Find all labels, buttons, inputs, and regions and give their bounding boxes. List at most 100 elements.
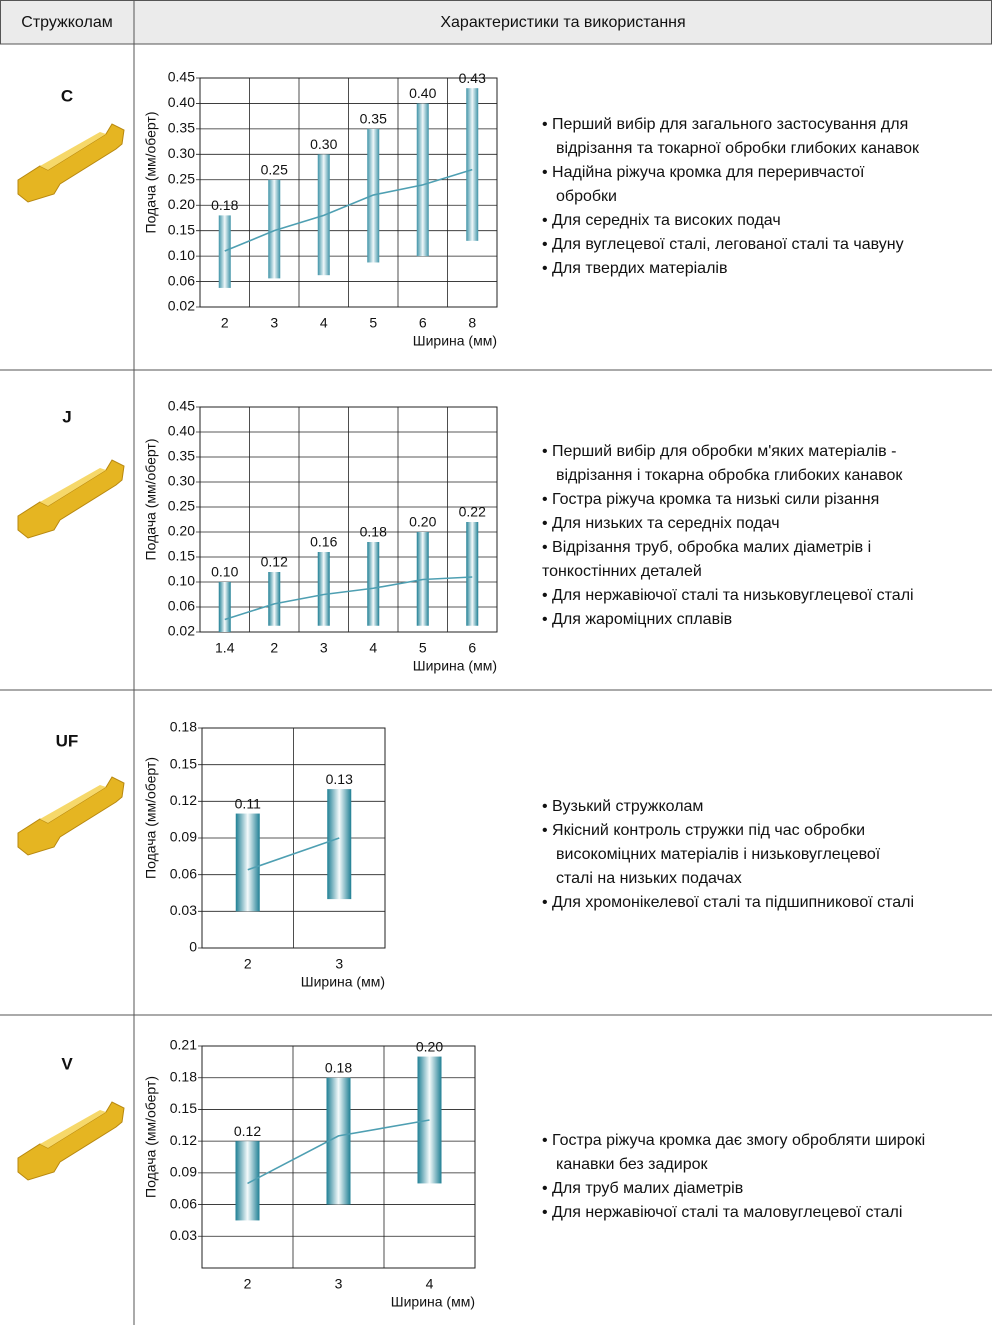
bullet-line: • Надійна ріжуча кромка для переривчасто… bbox=[542, 164, 865, 181]
value-label: 0.35 bbox=[360, 111, 387, 127]
range-bar bbox=[235, 813, 260, 912]
y-tick-label: 0.15 bbox=[170, 1100, 197, 1116]
insert-image bbox=[17, 776, 125, 856]
value-label: 0.43 bbox=[459, 70, 486, 86]
x-tick-label: 5 bbox=[369, 315, 377, 331]
bullet-line: • Якісний контроль стружки під час оброб… bbox=[542, 822, 865, 839]
y-tick-label: 0.06 bbox=[170, 1195, 197, 1211]
header-cell: Стружколам bbox=[21, 14, 112, 31]
y-tick-label: 0.12 bbox=[170, 792, 197, 808]
y-tick-label: 0.40 bbox=[168, 94, 195, 110]
x-tick-label: 3 bbox=[270, 315, 278, 331]
y-tick-label: 0.15 bbox=[168, 221, 195, 237]
header-bg bbox=[0, 0, 992, 45]
value-label: 0.30 bbox=[310, 136, 337, 152]
y-tick-label: 0.06 bbox=[168, 272, 195, 288]
bullet-line: відрізання та токарної обробки глибоких … bbox=[556, 140, 920, 157]
x-tick-label: 3 bbox=[320, 640, 328, 656]
y-tick-label: 0.20 bbox=[168, 523, 195, 539]
value-label: 0.18 bbox=[325, 1059, 352, 1075]
bullet-line: • Перший вибір для обробки м'яких матері… bbox=[542, 443, 896, 460]
range-bar bbox=[326, 1077, 351, 1205]
value-label: 0.20 bbox=[416, 1038, 443, 1054]
bullet-line: • Вузький стружколам bbox=[542, 798, 703, 815]
y-axis-label: Подача (мм/оберт) bbox=[143, 757, 159, 879]
x-tick-label: 6 bbox=[468, 640, 476, 656]
y-tick-label: 0.15 bbox=[168, 548, 195, 564]
insert-image bbox=[17, 123, 125, 203]
value-label: 0.13 bbox=[326, 771, 353, 787]
y-tick-label: 0.03 bbox=[170, 1227, 197, 1243]
trend-line bbox=[247, 1119, 430, 1185]
bullet-line: • Перший вибір для загального застосуван… bbox=[542, 116, 908, 133]
y-tick-label: 0 bbox=[189, 939, 197, 955]
y-axis-label: Подача (мм/оберт) bbox=[143, 1076, 159, 1198]
y-tick-label: 0.18 bbox=[170, 719, 197, 735]
insert-face bbox=[40, 785, 106, 823]
range-bar bbox=[218, 215, 231, 288]
bullet-line: • Для жароміцних сплавів bbox=[542, 611, 732, 628]
x-tick-label: 2 bbox=[244, 1276, 252, 1292]
y-tick-label: 0.09 bbox=[170, 829, 197, 845]
insert-body bbox=[17, 776, 125, 856]
value-label: 0.10 bbox=[211, 564, 238, 580]
y-tick-label: 0.06 bbox=[168, 598, 195, 614]
y-tick-label: 0.25 bbox=[168, 170, 195, 186]
bullet-line: тонкостінних деталей bbox=[542, 563, 702, 580]
bullet-line: • Для нержавіючої сталі та маловуглецево… bbox=[542, 1204, 902, 1221]
x-tick-label: 4 bbox=[369, 640, 377, 656]
bullet-line: • Для твердих матеріалів bbox=[542, 260, 727, 277]
x-tick-label: 3 bbox=[335, 1276, 343, 1292]
x-tick-label: 5 bbox=[419, 640, 427, 656]
bullet-line: відрізання і токарна обробка глибоких ка… bbox=[556, 467, 903, 484]
insert-face bbox=[40, 132, 106, 170]
x-tick-label: 4 bbox=[426, 1276, 434, 1292]
value-label: 0.25 bbox=[261, 161, 288, 177]
bullet-line: сталі на низьких подачах bbox=[556, 870, 742, 887]
bullet-line: • Для низьких та середніх подач bbox=[542, 515, 780, 532]
bullet-line: • Для хромонікелевої сталі та підшипнико… bbox=[542, 894, 914, 911]
bullet-line: • Гостра ріжуча кромка та низькі сили рі… bbox=[542, 491, 879, 508]
range-bar bbox=[268, 572, 281, 626]
x-tick-label: 2 bbox=[270, 640, 278, 656]
bullet-line: • Для нержавіючої сталі та низьковуглеце… bbox=[542, 587, 914, 604]
y-tick-label: 0.45 bbox=[168, 69, 195, 85]
range-bar bbox=[218, 582, 231, 632]
y-tick-label: 0.09 bbox=[170, 1164, 197, 1180]
bullet-line: високоміцних матеріалів і низьковуглецев… bbox=[556, 846, 881, 863]
x-tick-label: 4 bbox=[320, 315, 328, 331]
range-bar bbox=[317, 552, 330, 626]
y-tick-label: 0.15 bbox=[170, 755, 197, 771]
y-tick-label: 0.45 bbox=[168, 398, 195, 414]
value-label: 0.18 bbox=[360, 524, 387, 540]
bullet-line: • Гостра ріжуча кромка дає змогу обробля… bbox=[542, 1132, 925, 1149]
range-bar bbox=[268, 179, 281, 279]
y-tick-label: 0.03 bbox=[170, 902, 197, 918]
y-tick-label: 0.06 bbox=[170, 865, 197, 881]
y-tick-label: 0.30 bbox=[168, 145, 195, 161]
chipbreaker-code: UF bbox=[56, 731, 79, 750]
insert-body bbox=[17, 459, 125, 539]
y-axis-label: Подача (мм/оберт) bbox=[143, 439, 159, 561]
value-label: 0.22 bbox=[459, 504, 486, 520]
value-label: 0.20 bbox=[409, 514, 436, 530]
y-tick-label: 0.20 bbox=[168, 196, 195, 212]
y-tick-label: 0.40 bbox=[168, 423, 195, 439]
bullet-line: • Для середніх та високих подач bbox=[542, 212, 781, 229]
y-tick-label: 0.02 bbox=[168, 298, 195, 314]
y-tick-label: 0.21 bbox=[170, 1037, 197, 1053]
range-bar bbox=[367, 542, 380, 626]
bullet-line: обробки bbox=[556, 188, 617, 205]
insert-body bbox=[17, 123, 125, 203]
x-tick-label: 3 bbox=[335, 956, 343, 972]
range-bar bbox=[327, 789, 352, 900]
header-cell: Характеристики та використання bbox=[440, 14, 685, 31]
trend-line bbox=[224, 576, 473, 621]
y-tick-label: 0.35 bbox=[168, 448, 195, 464]
y-tick-label: 0.30 bbox=[168, 473, 195, 489]
x-tick-label: 8 bbox=[468, 315, 476, 331]
value-label: 0.40 bbox=[409, 85, 436, 101]
trend-line bbox=[247, 837, 340, 871]
chipbreaker-code: J bbox=[62, 407, 71, 426]
